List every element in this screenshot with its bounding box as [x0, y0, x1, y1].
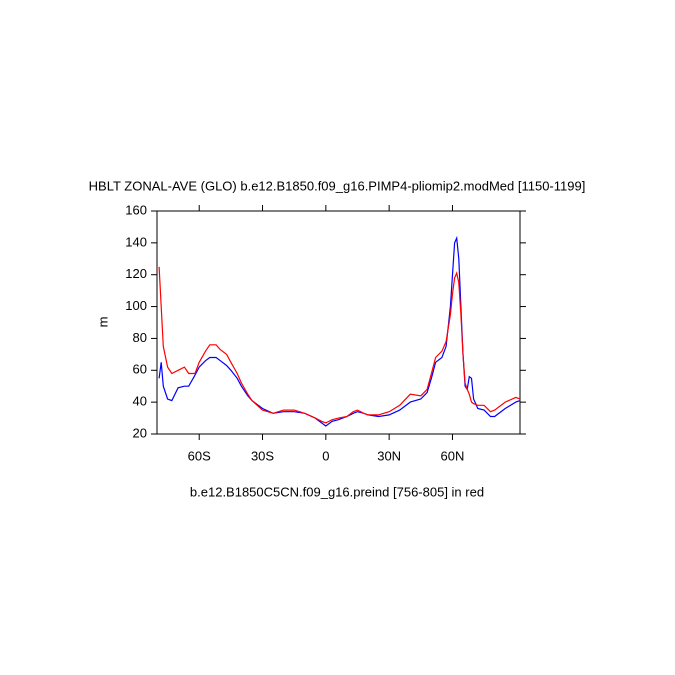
series-line — [158, 235, 521, 427]
series-line — [158, 266, 521, 424]
plot-frame — [156, 210, 521, 435]
y-tick-label: 80 — [133, 330, 147, 345]
chart-title: HBLT ZONAL-AVE (GLO) b.e12.B1850.f09_g16… — [89, 178, 586, 193]
y-tick-label: 140 — [125, 234, 147, 249]
chart-subtitle: b.e12.B1850C5CN.f09_g16.preind [756-805]… — [190, 484, 484, 499]
y-tick-label: 160 — [125, 202, 147, 217]
y-tick-label: 120 — [125, 266, 147, 281]
y-axis-label: m — [95, 317, 110, 328]
x-tick-label: 60N — [441, 448, 465, 463]
y-tick-label: 20 — [133, 425, 147, 440]
y-tick-label: 60 — [133, 362, 147, 377]
x-tick-label: 30S — [251, 448, 274, 463]
x-tick-label: 30N — [377, 448, 401, 463]
y-tick-label: 40 — [133, 394, 147, 409]
x-tick-label: 0 — [322, 448, 329, 463]
y-tick-label: 100 — [125, 298, 147, 313]
x-tick-label: 60S — [188, 448, 211, 463]
